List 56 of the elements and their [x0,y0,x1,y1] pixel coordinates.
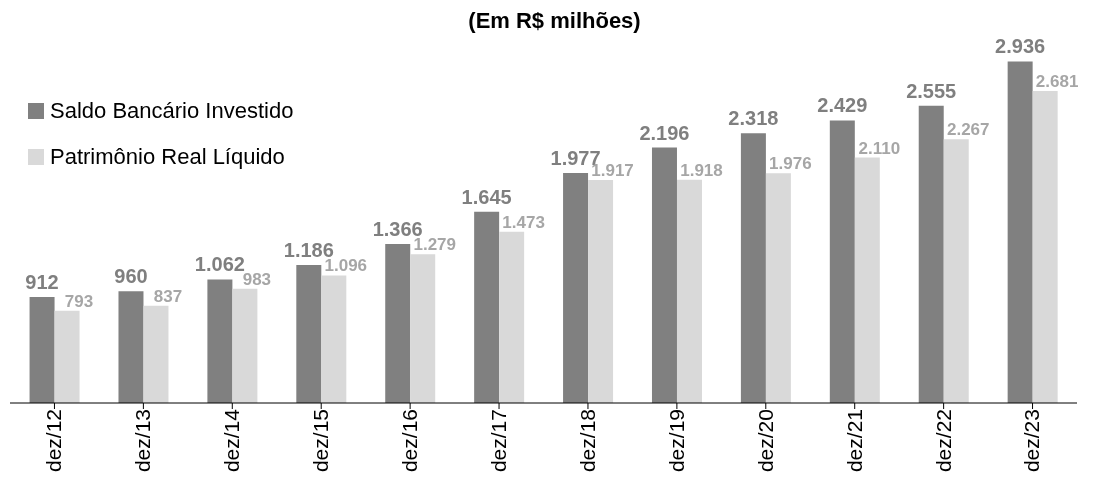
x-tick-label: dez/15 [309,409,333,473]
legend-label: Saldo Bancário Investido [50,98,294,124]
data-label: 1.062 [194,253,245,276]
data-label: 2.681 [1035,72,1079,92]
data-label: 1.918 [680,160,723,180]
bar [232,288,258,403]
bar [410,254,436,403]
data-label: 837 [153,286,183,306]
x-tick-label: dez/18 [575,409,599,473]
bar [385,244,411,403]
data-label: 2.267 [946,120,990,140]
data-label: 1.645 [461,185,512,208]
bar [118,291,144,403]
data-label: 1.473 [502,212,545,232]
bar [563,173,589,403]
data-label: 2.936 [995,35,1046,58]
bar [296,265,322,403]
bar [740,133,766,403]
bar [854,157,880,403]
x-tick-label: dez/22 [931,409,955,473]
x-tick-label: dez/17 [486,409,510,473]
data-label: 2.196 [639,121,690,144]
legend-label: Patrimônio Real Líquido [50,144,285,170]
data-label: 2.110 [858,138,901,158]
x-tick-label: dez/12 [42,409,66,473]
bar [207,279,233,403]
bar [29,296,55,403]
bar [321,275,347,403]
x-tick-label: dez/21 [842,409,866,473]
data-label: 2.429 [817,94,868,117]
data-label: 2.555 [906,79,957,102]
x-tick-label: dez/23 [1020,409,1044,473]
bar [1032,91,1058,403]
bar [588,179,614,403]
bar [765,173,791,403]
bar [943,139,969,403]
bar [474,211,500,403]
bar [499,231,525,403]
bar [676,179,702,403]
chart-title: (Em R$ milhões) [467,8,642,34]
x-tick-label: dez/20 [753,409,777,473]
x-tick-label: dez/13 [131,409,155,473]
data-label: 960 [114,265,148,288]
bar [1007,61,1033,403]
bar [829,120,855,403]
bar [918,105,944,403]
bar [54,310,80,403]
x-tick-label: dez/19 [664,409,688,473]
bar [143,305,169,403]
data-label: 2.318 [728,107,779,130]
bar [651,147,677,403]
x-tick-label: dez/16 [398,409,422,473]
data-label: 793 [64,291,94,311]
x-tick-label: dez/14 [220,408,244,473]
data-label: 1.976 [769,154,812,174]
data-label: 912 [25,270,59,293]
